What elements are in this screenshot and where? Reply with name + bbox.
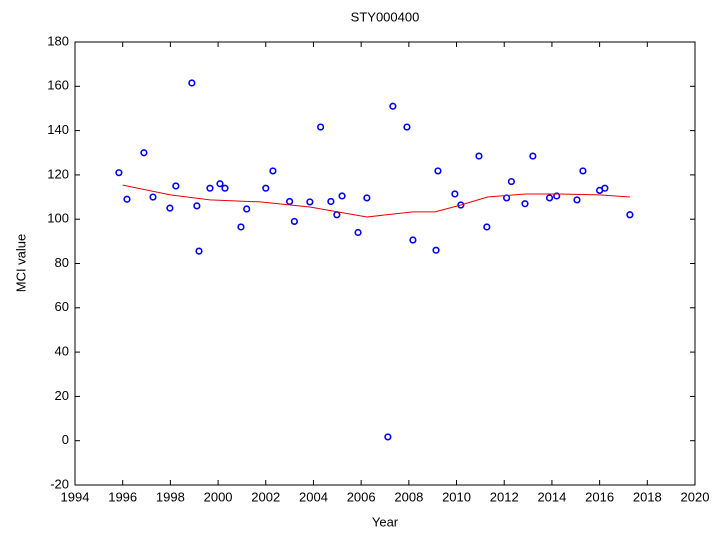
data-point: [195, 247, 203, 255]
data-point: [403, 123, 411, 131]
x-tick-label: 2018: [633, 489, 662, 504]
x-tick-label: 2012: [490, 489, 519, 504]
data-point: [389, 102, 397, 110]
data-point: [475, 152, 483, 160]
y-axis-label: MCI value: [13, 234, 28, 293]
data-point: [601, 184, 609, 192]
data-point: [363, 194, 371, 202]
x-tick-label: 2004: [299, 489, 328, 504]
data-point: [507, 177, 515, 186]
data-point: [193, 202, 201, 210]
data-point: [579, 167, 587, 175]
data-point: [573, 196, 581, 204]
y-tick-label: 180: [47, 33, 69, 48]
data-point: [149, 193, 157, 201]
data-point: [262, 184, 270, 192]
data-point: [243, 205, 251, 213]
data-point: [384, 433, 392, 441]
x-tick-label: 2014: [537, 489, 566, 504]
data-point: [457, 201, 465, 209]
data-point: [529, 152, 537, 160]
data-point: [306, 198, 314, 206]
y-tick-label: 160: [47, 78, 69, 93]
x-tick-label: 2016: [585, 489, 614, 504]
data-point: [327, 197, 335, 206]
x-tick-label: 2000: [204, 489, 233, 504]
data-point: [269, 167, 277, 175]
x-axis-label: Year: [372, 514, 399, 529]
y-tick-label: 0: [62, 432, 69, 447]
x-tick-label: 2002: [251, 489, 280, 504]
y-tick-label: 140: [47, 122, 69, 137]
data-point: [166, 204, 174, 212]
data-point: [188, 79, 196, 87]
data-point: [545, 194, 554, 202]
data-point: [338, 192, 346, 200]
x-tick-label: 1994: [61, 489, 90, 504]
x-tick-label: 2020: [681, 489, 710, 504]
data-point: [521, 200, 529, 208]
data-point: [221, 184, 229, 192]
x-tick-label: 2008: [394, 489, 423, 504]
data-point: [451, 190, 459, 198]
y-tick-label: 60: [55, 299, 69, 314]
data-point: [115, 169, 123, 177]
data-point: [434, 167, 442, 175]
fit-line: [122, 184, 630, 218]
data-point: [432, 246, 440, 254]
data-point: [206, 184, 214, 192]
y-tick-label: 80: [55, 255, 69, 270]
data-point: [483, 223, 491, 231]
y-tick-label: 40: [55, 344, 69, 359]
data-point: [626, 211, 634, 219]
x-tick-label: 1998: [156, 489, 185, 504]
data-point: [216, 180, 224, 188]
data-point: [290, 217, 298, 226]
y-tick-label: -20: [50, 476, 69, 491]
x-tick-label: 2006: [347, 489, 376, 504]
y-tick-label: 20: [55, 388, 69, 403]
data-point: [317, 123, 325, 131]
data-point: [172, 182, 180, 190]
data-point: [409, 236, 417, 244]
y-tick-label: 120: [47, 166, 69, 181]
y-tick-label: 100: [47, 211, 69, 226]
x-tick-label: 2010: [442, 489, 471, 504]
data-point: [140, 149, 148, 157]
data-point: [553, 192, 561, 200]
data-point: [237, 223, 245, 231]
x-tick-label: 1996: [108, 489, 137, 504]
chart-title: STY000400: [351, 9, 420, 24]
data-point: [123, 195, 131, 203]
data-point: [286, 197, 294, 206]
data-point: [354, 228, 362, 237]
